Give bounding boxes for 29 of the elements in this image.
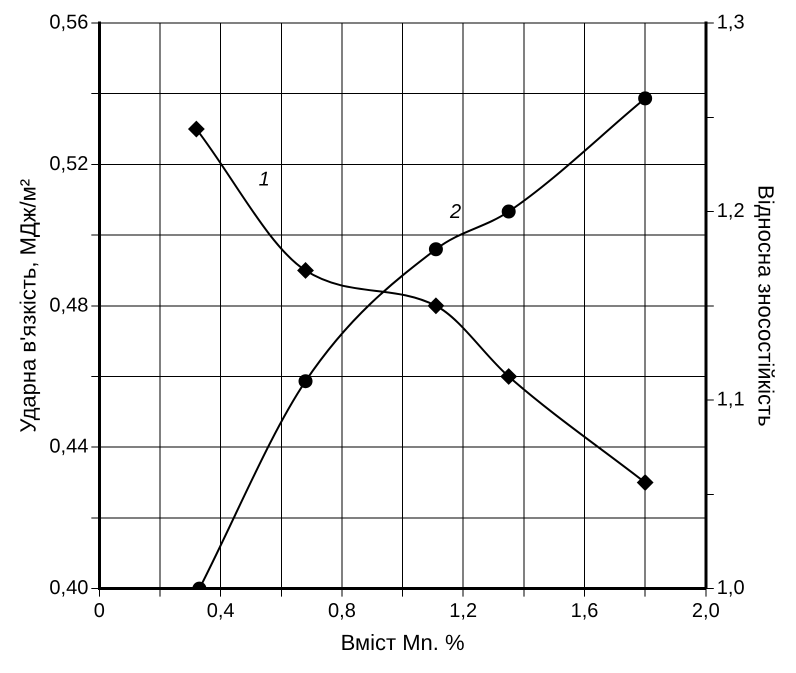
point xyxy=(500,368,517,384)
y2-tick-label: 1,2 xyxy=(716,200,745,222)
x-tick-label: 0 xyxy=(94,600,105,622)
x-tick-label: 1,2 xyxy=(449,600,478,622)
x-tick-label: 2,0 xyxy=(692,600,720,622)
x-tick-label: 0,4 xyxy=(206,600,235,622)
y2-tick-label: 1,3 xyxy=(716,12,745,34)
x-tick-label: 0,8 xyxy=(328,600,356,622)
y-tick-label: 0,40 xyxy=(49,577,88,600)
point xyxy=(637,474,654,491)
x-axis-title: Вміст Mn. % xyxy=(340,630,465,655)
point xyxy=(428,242,443,256)
point xyxy=(428,298,444,314)
y2-tick-label: 1,1 xyxy=(716,388,745,411)
point xyxy=(502,204,516,219)
series-label: 2 xyxy=(448,200,462,223)
x-tick-label: 1,6 xyxy=(570,600,598,622)
y-axis-title: Ударна в'язкість, МДж/м² xyxy=(15,178,40,433)
y-tick-label: 0,44 xyxy=(49,436,88,458)
point xyxy=(298,262,314,278)
point xyxy=(188,121,204,138)
y-tick-label: 0,48 xyxy=(49,294,88,316)
point xyxy=(298,374,313,388)
y-tick-label: 0,56 xyxy=(49,12,88,34)
point xyxy=(638,91,652,106)
y-tick-label: 0,52 xyxy=(49,152,88,175)
y2-axis-title: Відносна зносостійкість xyxy=(754,185,779,427)
series-label: 1 xyxy=(258,168,270,190)
y2-tick-label: 1,0 xyxy=(716,577,745,600)
